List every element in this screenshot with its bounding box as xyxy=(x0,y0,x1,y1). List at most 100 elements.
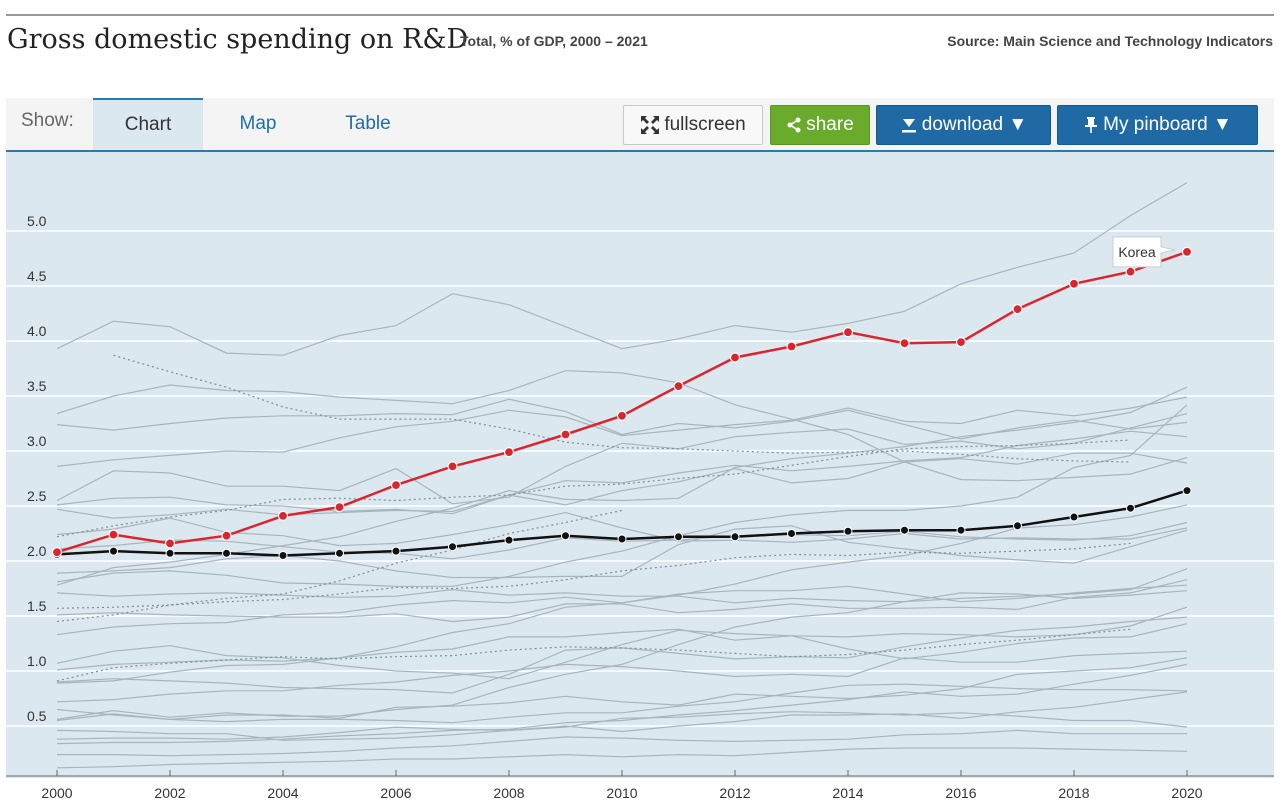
korea-point xyxy=(899,338,910,349)
average-point xyxy=(1013,521,1022,531)
korea-point xyxy=(1181,246,1193,258)
average-point xyxy=(391,546,401,556)
background-series-line xyxy=(56,579,1188,623)
average-point xyxy=(448,542,457,552)
korea-point xyxy=(51,547,63,558)
dotted-series-line xyxy=(56,509,623,623)
average-point xyxy=(787,529,796,538)
share-button[interactable]: share xyxy=(770,105,870,145)
y-tick-label: 1.5 xyxy=(27,598,47,614)
fullscreen-button[interactable]: fullscreen xyxy=(623,105,763,145)
x-tick-label: 2016 xyxy=(945,785,976,801)
korea-point xyxy=(729,352,741,363)
korea-point xyxy=(1068,278,1080,289)
y-tick-label: 2.0 xyxy=(27,543,47,559)
background-series-line xyxy=(56,606,1188,671)
average-point xyxy=(561,531,570,541)
background-series-line xyxy=(56,657,1188,722)
source-link[interactable]: Source: Main Science and Technology Indi… xyxy=(947,33,1273,49)
x-tick-label: 2000 xyxy=(41,785,72,801)
average-point xyxy=(1069,512,1079,522)
background-series-line xyxy=(56,370,1188,482)
y-tick-label: 3.5 xyxy=(27,378,47,394)
dotted-series-line xyxy=(113,354,1131,463)
korea-point xyxy=(108,529,119,540)
korea-point xyxy=(447,461,458,472)
x-tick-label: 2008 xyxy=(493,785,524,801)
x-tick-label: 2018 xyxy=(1058,785,1089,801)
background-series-line xyxy=(56,504,1188,684)
background-series-line xyxy=(56,413,1188,505)
average-point xyxy=(222,548,231,558)
x-tick-label: 2020 xyxy=(1171,785,1202,801)
chart-area: 0.5 1.0 1.5 2.0 2.5 3.0 3.5 4.0 4.5 5.0 2000 2002 20… xyxy=(6,152,1274,801)
series-label-box xyxy=(1112,236,1176,268)
background-series-line xyxy=(56,398,1188,440)
y-tick-label: 2.5 xyxy=(27,488,47,504)
background-series-line xyxy=(56,623,1188,680)
x-tick-label: 2010 xyxy=(606,785,637,801)
dotted-series-line xyxy=(56,439,1131,538)
korea-point xyxy=(673,381,684,392)
share-icon xyxy=(787,117,801,133)
average-point xyxy=(109,546,118,556)
average-point xyxy=(1182,486,1192,496)
y-tick-label: 0.5 xyxy=(27,708,47,724)
korea-point xyxy=(955,337,967,348)
download-icon xyxy=(901,118,916,133)
share-label: share xyxy=(806,114,854,135)
download-label: download ▼ xyxy=(921,114,1028,135)
korea-point xyxy=(1012,304,1023,315)
average-point xyxy=(843,526,853,536)
background-series-line xyxy=(56,711,1188,741)
x-tick-label: 2004 xyxy=(267,785,298,801)
korea-point xyxy=(164,538,176,549)
background-series-line xyxy=(56,182,1188,356)
korea-series-label: Korea xyxy=(1118,244,1156,260)
korea-point xyxy=(334,502,345,513)
average-point xyxy=(730,532,740,542)
background-series-line xyxy=(56,663,1188,745)
fullscreen-icon xyxy=(641,115,660,134)
average-point xyxy=(335,548,344,558)
average-point xyxy=(165,548,175,558)
background-series-line xyxy=(56,430,1188,519)
background-series-line xyxy=(56,747,1188,769)
x-tick-label: 2014 xyxy=(832,785,863,801)
x-tick-label: 2012 xyxy=(719,785,750,801)
average-point xyxy=(617,534,627,544)
korea-point xyxy=(277,510,289,521)
korea-point xyxy=(390,480,402,491)
korea-point xyxy=(842,327,854,338)
average-point xyxy=(900,525,909,535)
line-chart: 0.5 1.0 1.5 2.0 2.5 3.0 3.5 4.0 4.5 5.0 2000 2002 20… xyxy=(6,182,1274,801)
toolbar: Show: Chart Map Table fullscreen share d… xyxy=(6,98,1274,152)
fullscreen-label: fullscreen xyxy=(664,114,746,135)
pin-icon xyxy=(1085,116,1098,133)
pinboard-label: My pinboard ▼ xyxy=(1103,114,1232,135)
x-tick-label: 2006 xyxy=(380,785,411,801)
korea-point xyxy=(786,341,797,352)
download-button[interactable]: download ▼ xyxy=(876,105,1051,145)
pinboard-button[interactable]: My pinboard ▼ xyxy=(1057,105,1258,145)
background-series-line xyxy=(56,396,1188,467)
average-point xyxy=(956,525,966,535)
tab-table[interactable]: Table xyxy=(345,113,391,134)
korea-point xyxy=(503,447,515,458)
tab-map[interactable]: Map xyxy=(239,113,277,134)
average-point xyxy=(278,551,288,560)
background-series-line xyxy=(57,729,1187,757)
korea-series-line xyxy=(56,250,1188,554)
korea-point xyxy=(1125,266,1136,277)
tab-chart[interactable]: Chart xyxy=(93,98,203,150)
background-series-line xyxy=(56,616,1188,694)
dotted-series-line xyxy=(56,628,1131,682)
background-series-line xyxy=(56,452,1188,515)
average-point xyxy=(674,532,683,542)
y-tick-label: 4.5 xyxy=(27,268,47,284)
page-subtitle: Total, % of GDP, 2000 – 2021 xyxy=(460,33,648,49)
background-series-line xyxy=(56,650,1188,703)
y-tick-label: 4.0 xyxy=(27,323,47,339)
korea-point xyxy=(616,410,628,421)
average-point xyxy=(504,535,514,545)
